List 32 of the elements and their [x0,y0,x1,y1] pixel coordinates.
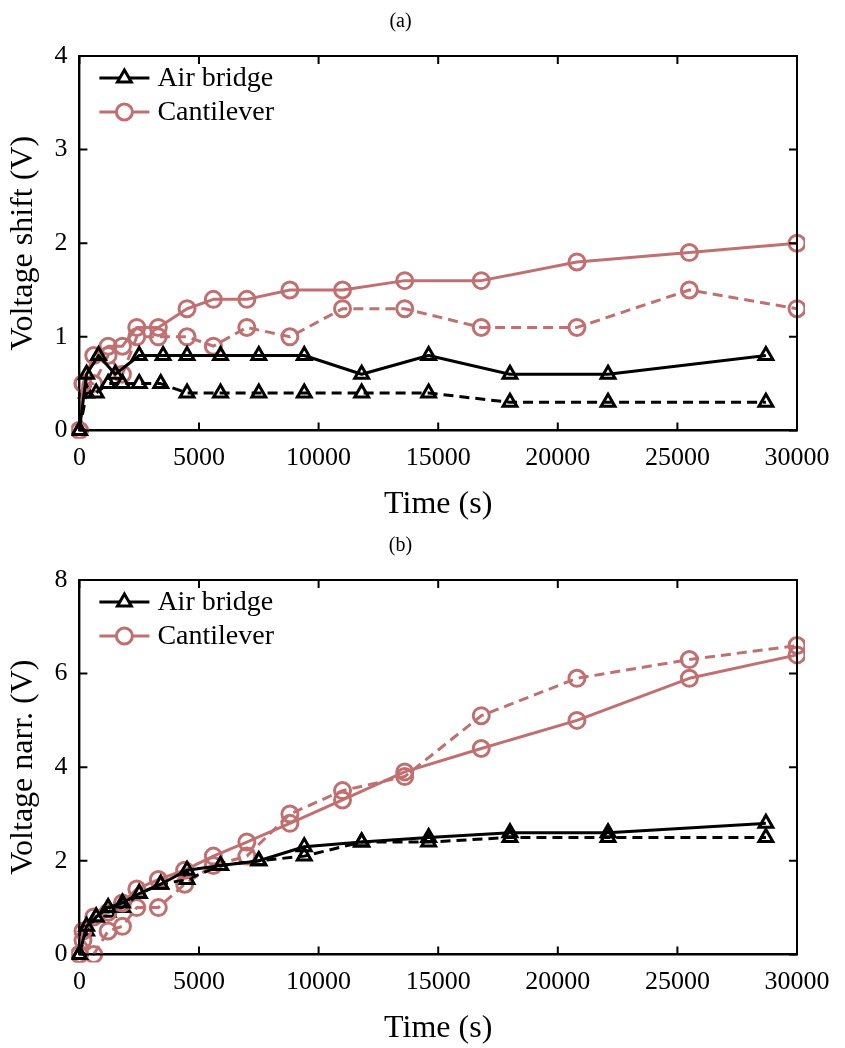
x-tick-label: 15000 [405,441,471,471]
y-tick-label: 2 [54,227,68,257]
legend-label: Cantilever [157,619,275,651]
x-tick-label: 30000 [764,965,830,995]
x-tick-label: 25000 [644,965,710,995]
y-tick-label: 3 [54,133,68,163]
y-tick-label: 1 [54,320,68,350]
y-axis-title: Voltage shift (V) [2,135,39,351]
y-axis-title: Voltage narr. (V) [2,659,39,875]
x-axis-title: Time (s) [384,1008,493,1045]
x-tick-label: 20000 [525,965,591,995]
x-tick-label: 30000 [764,441,830,471]
y-tick-label: 4 [54,39,68,69]
x-tick-label: 5000 [173,965,225,995]
legend-label: Air bridge [157,585,274,617]
y-tick-label: 6 [54,657,68,687]
y-tick-label: 0 [54,414,68,444]
y-tick-label: 2 [54,844,68,874]
x-tick-label: 25000 [644,441,710,471]
x-tick-label: 15000 [405,965,471,995]
y-tick-label: 4 [54,751,68,781]
chart-title: (a) [389,9,412,33]
chart-title: (b) [388,533,413,557]
y-tick-label: 8 [54,563,68,593]
x-tick-label: 20000 [525,441,591,471]
x-tick-label: 10000 [286,965,352,995]
y-tick-label: 0 [54,938,68,968]
x-tick-label: 5000 [173,441,225,471]
legend-label: Cantilever [157,95,275,127]
x-axis-title: Time (s) [384,484,493,521]
legend-label: Air bridge [157,61,274,93]
x-tick-label: 10000 [286,441,352,471]
